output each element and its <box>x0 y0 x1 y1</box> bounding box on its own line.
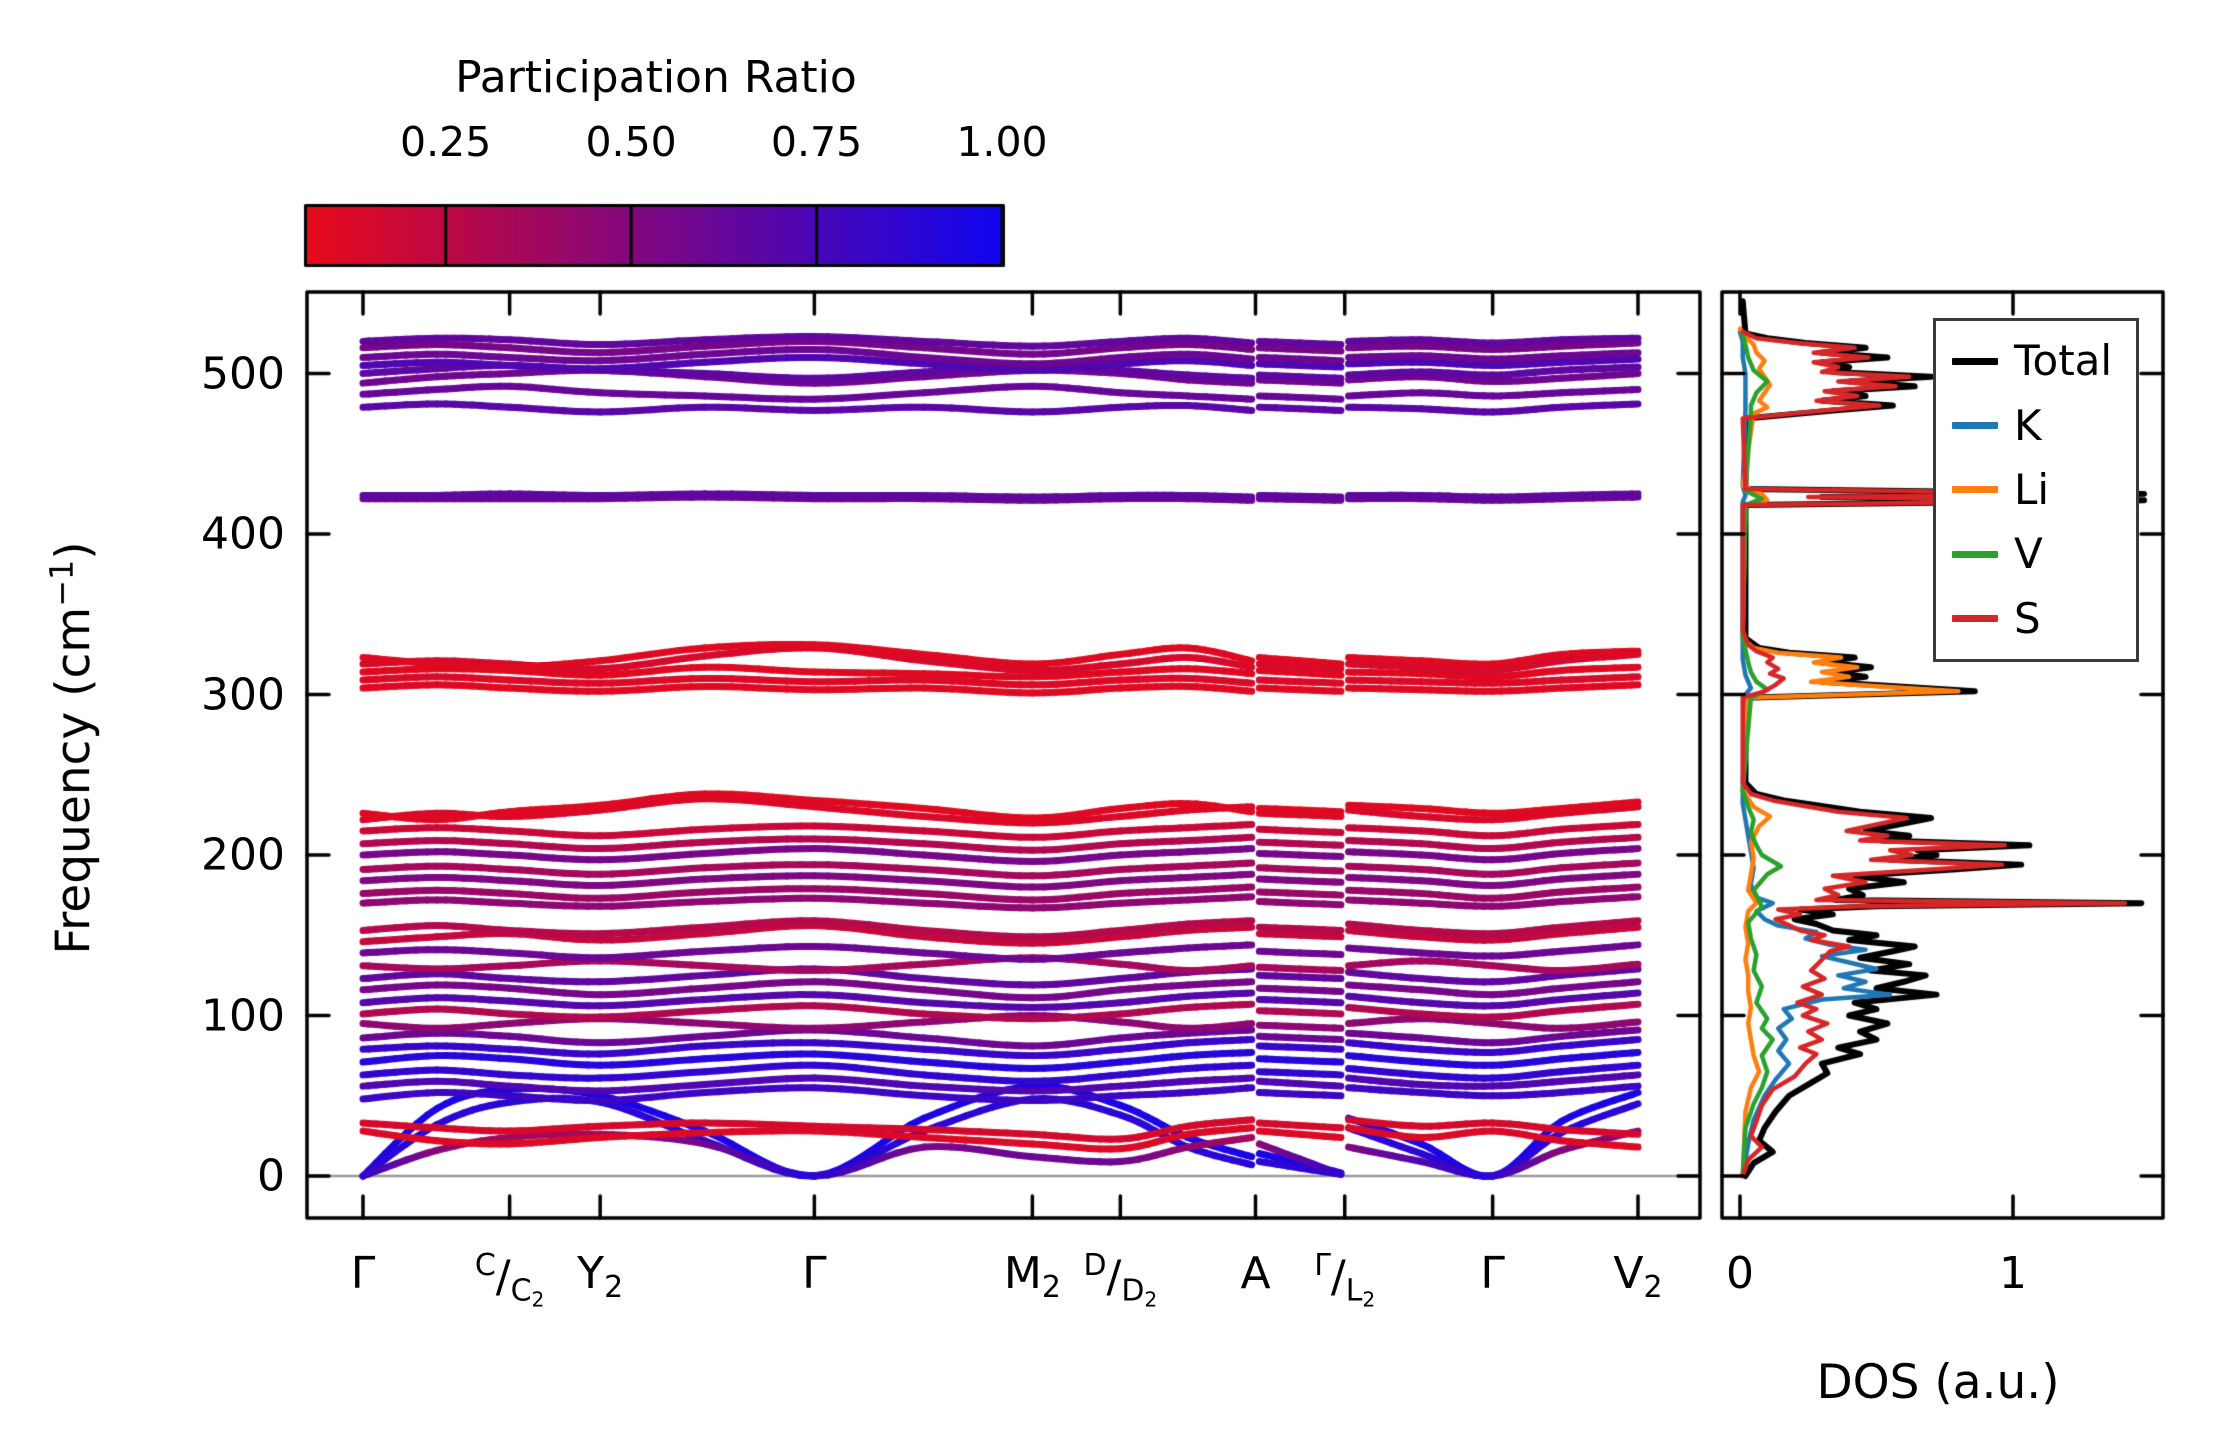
y-axis-tick-label: 400 <box>201 508 285 560</box>
legend-row-s: S <box>1952 593 2136 643</box>
y-axis-tick-label: 500 <box>201 348 285 399</box>
colorbar-tick-label: 1.00 <box>956 118 1048 166</box>
dos-legend: Total K Li V S <box>1933 318 2139 662</box>
legend-line-k-icon <box>1952 422 1998 430</box>
kpath-label: Y2 <box>577 1248 624 1305</box>
y-axis-label: Frequency (cm−1) <box>43 541 102 954</box>
colorbar-tick-label: 0.25 <box>400 118 492 166</box>
colorbar-title: Participation Ratio <box>455 52 857 103</box>
legend-line-total-icon <box>1952 357 1998 365</box>
legend-label-v: V <box>2014 529 2043 579</box>
dos-tick-label: 1 <box>1999 1248 2027 1299</box>
y-axis-tick-label: 300 <box>201 669 285 720</box>
legend-line-s-icon <box>1952 615 1998 623</box>
y-axis-tick-label: 100 <box>201 990 285 1041</box>
kpath-label: M2 <box>1003 1248 1061 1305</box>
legend-label-li: Li <box>2014 464 2050 514</box>
dos-tick-label: 0 <box>1726 1248 1754 1299</box>
y-axis-label-pre: Frequency (cm <box>46 606 102 955</box>
kpath-label: C/C2 <box>474 1248 545 1312</box>
legend-row-k: K <box>1952 400 2136 450</box>
kpath-label: Γ/L2 <box>1314 1248 1376 1312</box>
kpath-label: Γ <box>350 1248 376 1299</box>
legend-line-v-icon <box>1952 550 1998 558</box>
kpath-label: Γ <box>1480 1248 1505 1299</box>
legend-row-v: V <box>1952 533 2136 575</box>
y-axis-tick-label: 0 <box>257 1150 285 1202</box>
y-axis-tick-label: 200 <box>201 829 285 881</box>
legend-row-li: Li <box>1952 464 2136 514</box>
kpath-label: V2 <box>1613 1248 1663 1305</box>
kpath-label: Γ <box>802 1248 827 1299</box>
kpath-label: A <box>1240 1248 1271 1299</box>
y-axis-label-post: ) <box>46 541 102 560</box>
colorbar-tick-label: 0.50 <box>585 118 677 166</box>
dos-axis-label: DOS (a.u.) <box>1816 1355 2060 1410</box>
legend-line-li-icon <box>1952 486 1998 494</box>
y-axis-label-sup: −1 <box>42 559 81 607</box>
legend-label-total: Total <box>2014 336 2113 386</box>
colorbar-tick-label: 0.75 <box>770 118 863 166</box>
kpath-label: D/D2 <box>1083 1248 1158 1312</box>
legend-label-k: K <box>2014 400 2042 450</box>
legend-label-s: S <box>2014 593 2041 643</box>
legend-row-total: Total <box>1952 340 2136 382</box>
